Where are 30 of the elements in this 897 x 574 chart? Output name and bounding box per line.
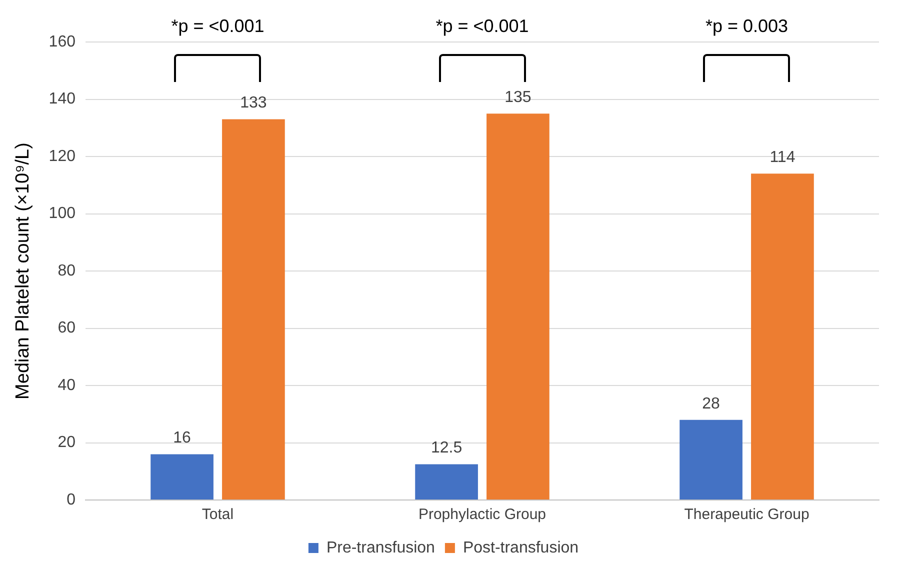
y-tick-label: 100: [48, 205, 76, 222]
bar: [222, 119, 285, 500]
text: *p = <0.001: [171, 16, 264, 36]
x-tick-label: Prophylactic Group: [418, 506, 546, 524]
y-tick-label: 140: [48, 90, 76, 108]
y-tick-label: 160: [48, 33, 76, 50]
y-tick-label: 40: [58, 376, 76, 394]
y-tick-label: 20: [58, 434, 76, 452]
data-label: 16: [173, 430, 192, 447]
y-axis-title: Median Platelet count (×10⁹/L): [12, 142, 34, 400]
data-label: 28: [702, 395, 720, 412]
text: *p = <0.001: [436, 16, 529, 36]
bar: [680, 420, 742, 500]
text: *p = 0.003: [705, 16, 788, 36]
y-tick-label: 80: [58, 262, 76, 280]
y-tick-label: 60: [58, 320, 76, 337]
bar: [415, 464, 478, 500]
bar: [486, 114, 550, 500]
x-tick-label: Total: [202, 506, 234, 524]
x-tick-label: Therapeutic Group: [684, 506, 810, 524]
data-label: 135: [504, 88, 532, 106]
data-label: 133: [240, 94, 267, 112]
data-label: 12.5: [430, 440, 462, 457]
y-tick-label: 0: [66, 491, 76, 508]
legend-label: Post-transfusion: [462, 539, 579, 556]
y-tick-label: 120: [48, 148, 76, 165]
data-label: 114: [770, 149, 796, 166]
legend-label: Pre-transfusion: [326, 539, 435, 556]
bar: [751, 174, 814, 500]
bar: [150, 454, 214, 500]
